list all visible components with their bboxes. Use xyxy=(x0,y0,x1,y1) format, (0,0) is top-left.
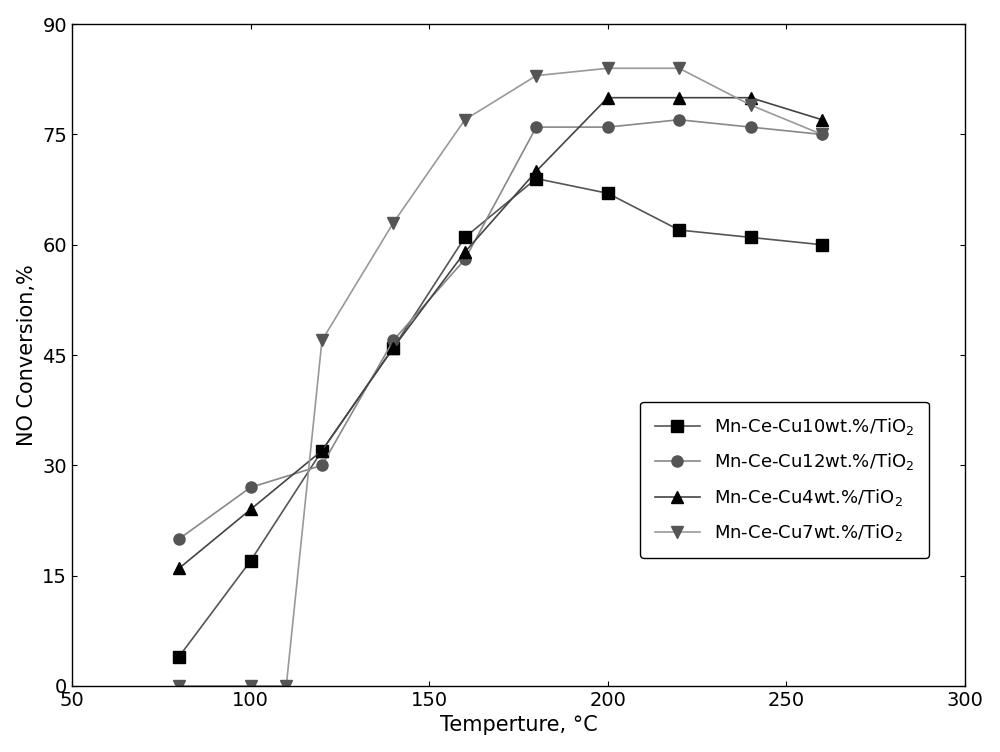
Mn-Ce-Cu10wt.%/TiO$_2$ xyxy=(745,233,757,242)
Mn-Ce-Cu12wt.%/TiO$_2$ xyxy=(387,336,399,345)
Mn-Ce-Cu10wt.%/TiO$_2$ xyxy=(602,189,614,198)
Mn-Ce-Cu4wt.%/TiO$_2$ xyxy=(245,505,257,514)
Mn-Ce-Cu7wt.%/TiO$_2$ xyxy=(459,115,471,124)
Mn-Ce-Cu10wt.%/TiO$_2$ xyxy=(316,446,328,455)
Mn-Ce-Cu4wt.%/TiO$_2$ xyxy=(316,446,328,455)
Mn-Ce-Cu10wt.%/TiO$_2$ xyxy=(387,343,399,352)
Mn-Ce-Cu12wt.%/TiO$_2$ xyxy=(530,123,542,132)
Mn-Ce-Cu7wt.%/TiO$_2$ xyxy=(530,71,542,80)
Mn-Ce-Cu4wt.%/TiO$_2$ xyxy=(459,247,471,256)
Line: Mn-Ce-Cu12wt.%/TiO$_2$: Mn-Ce-Cu12wt.%/TiO$_2$ xyxy=(174,114,828,544)
Mn-Ce-Cu4wt.%/TiO$_2$ xyxy=(602,93,614,102)
Mn-Ce-Cu4wt.%/TiO$_2$ xyxy=(745,93,757,102)
Mn-Ce-Cu4wt.%/TiO$_2$ xyxy=(530,167,542,176)
Mn-Ce-Cu12wt.%/TiO$_2$ xyxy=(245,483,257,492)
Mn-Ce-Cu12wt.%/TiO$_2$ xyxy=(459,255,471,264)
Mn-Ce-Cu4wt.%/TiO$_2$ xyxy=(673,93,685,102)
Line: Mn-Ce-Cu7wt.%/TiO$_2$: Mn-Ce-Cu7wt.%/TiO$_2$ xyxy=(174,62,828,692)
Mn-Ce-Cu7wt.%/TiO$_2$ xyxy=(387,218,399,227)
Mn-Ce-Cu10wt.%/TiO$_2$ xyxy=(245,556,257,566)
Mn-Ce-Cu7wt.%/TiO$_2$ xyxy=(245,681,257,690)
Legend: Mn-Ce-Cu10wt.%/TiO$_2$, Mn-Ce-Cu12wt.%/TiO$_2$, Mn-Ce-Cu4wt.%/TiO$_2$, Mn-Ce-Cu7: Mn-Ce-Cu10wt.%/TiO$_2$, Mn-Ce-Cu12wt.%/T… xyxy=(640,402,929,558)
Y-axis label: NO Conversion,%: NO Conversion,% xyxy=(17,264,37,446)
Mn-Ce-Cu7wt.%/TiO$_2$ xyxy=(745,101,757,110)
Mn-Ce-Cu12wt.%/TiO$_2$ xyxy=(173,535,185,544)
Mn-Ce-Cu4wt.%/TiO$_2$ xyxy=(387,343,399,352)
Mn-Ce-Cu7wt.%/TiO$_2$ xyxy=(316,336,328,345)
Mn-Ce-Cu10wt.%/TiO$_2$ xyxy=(530,174,542,183)
Line: Mn-Ce-Cu10wt.%/TiO$_2$: Mn-Ce-Cu10wt.%/TiO$_2$ xyxy=(174,173,828,662)
Mn-Ce-Cu4wt.%/TiO$_2$ xyxy=(173,564,185,573)
Mn-Ce-Cu12wt.%/TiO$_2$ xyxy=(602,123,614,132)
Mn-Ce-Cu12wt.%/TiO$_2$ xyxy=(745,123,757,132)
Mn-Ce-Cu10wt.%/TiO$_2$ xyxy=(673,226,685,235)
Mn-Ce-Cu7wt.%/TiO$_2$ xyxy=(602,64,614,73)
Mn-Ce-Cu7wt.%/TiO$_2$ xyxy=(673,64,685,73)
X-axis label: Temperture, °C: Temperture, °C xyxy=(440,715,597,735)
Mn-Ce-Cu12wt.%/TiO$_2$ xyxy=(673,115,685,124)
Mn-Ce-Cu10wt.%/TiO$_2$ xyxy=(173,652,185,661)
Mn-Ce-Cu7wt.%/TiO$_2$ xyxy=(816,130,828,139)
Mn-Ce-Cu7wt.%/TiO$_2$ xyxy=(173,681,185,690)
Line: Mn-Ce-Cu4wt.%/TiO$_2$: Mn-Ce-Cu4wt.%/TiO$_2$ xyxy=(174,92,828,574)
Mn-Ce-Cu12wt.%/TiO$_2$ xyxy=(316,461,328,470)
Mn-Ce-Cu12wt.%/TiO$_2$ xyxy=(816,130,828,139)
Mn-Ce-Cu7wt.%/TiO$_2$ xyxy=(280,681,292,690)
Mn-Ce-Cu10wt.%/TiO$_2$ xyxy=(459,233,471,242)
Mn-Ce-Cu10wt.%/TiO$_2$ xyxy=(816,240,828,249)
Mn-Ce-Cu4wt.%/TiO$_2$ xyxy=(816,115,828,124)
